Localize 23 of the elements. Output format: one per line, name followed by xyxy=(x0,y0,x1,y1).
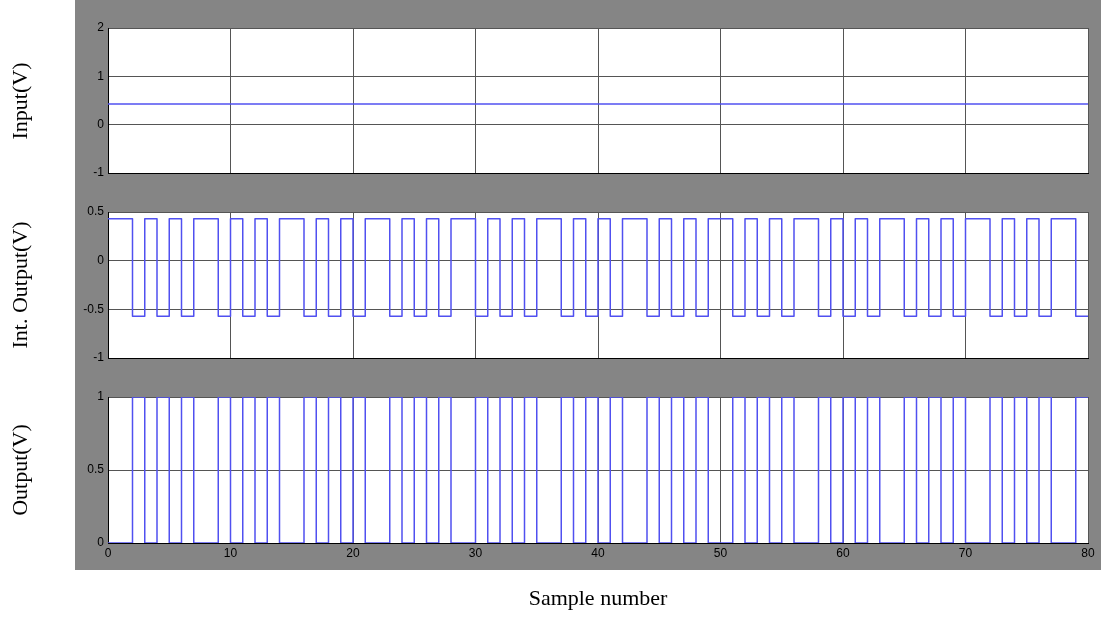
y-axis-title: Int. Output(V) xyxy=(7,221,33,349)
x-tick-label: 30 xyxy=(468,545,483,560)
y-axis-title: Input(V) xyxy=(7,62,33,139)
y-tick-label: -0.5 xyxy=(83,301,105,316)
y-tick-label: 0 xyxy=(97,116,105,131)
x-tick-label: 70 xyxy=(958,545,973,560)
y-tick-label: 0.5 xyxy=(87,204,105,219)
y-tick-label: 1 xyxy=(97,389,105,404)
x-tick-label: 80 xyxy=(1081,545,1095,560)
x-axis-title: Sample number xyxy=(528,585,668,611)
x-tick-label: 50 xyxy=(713,545,728,560)
x-tick-label: 40 xyxy=(591,545,605,560)
y-tick-label: 1 xyxy=(97,68,105,83)
y-tick-label: 0.5 xyxy=(87,462,105,477)
y-tick-label: -1 xyxy=(93,350,105,365)
y-tick-label: -1 xyxy=(93,165,105,180)
y-tick-label: 0 xyxy=(97,535,105,550)
x-tick-label: 60 xyxy=(836,545,850,560)
y-tick-label: 2 xyxy=(97,20,105,35)
x-tick-label: 20 xyxy=(346,545,360,560)
x-tick-label: 10 xyxy=(223,545,238,560)
y-axis-title: Output(V) xyxy=(7,424,33,516)
y-tick-label: 0 xyxy=(97,252,105,267)
